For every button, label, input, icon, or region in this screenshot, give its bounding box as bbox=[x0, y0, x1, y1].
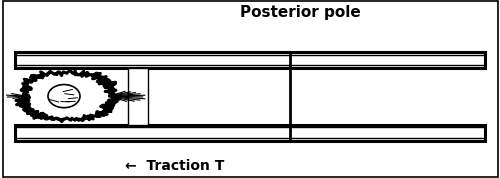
Bar bbox=[15, 125, 485, 141]
Bar bbox=[15, 52, 485, 68]
Text: Posterior pole: Posterior pole bbox=[240, 5, 360, 20]
Ellipse shape bbox=[48, 85, 80, 108]
Polygon shape bbox=[16, 71, 120, 122]
Text: ←  Traction T: ← Traction T bbox=[126, 159, 224, 173]
Bar bbox=[128, 68, 148, 125]
